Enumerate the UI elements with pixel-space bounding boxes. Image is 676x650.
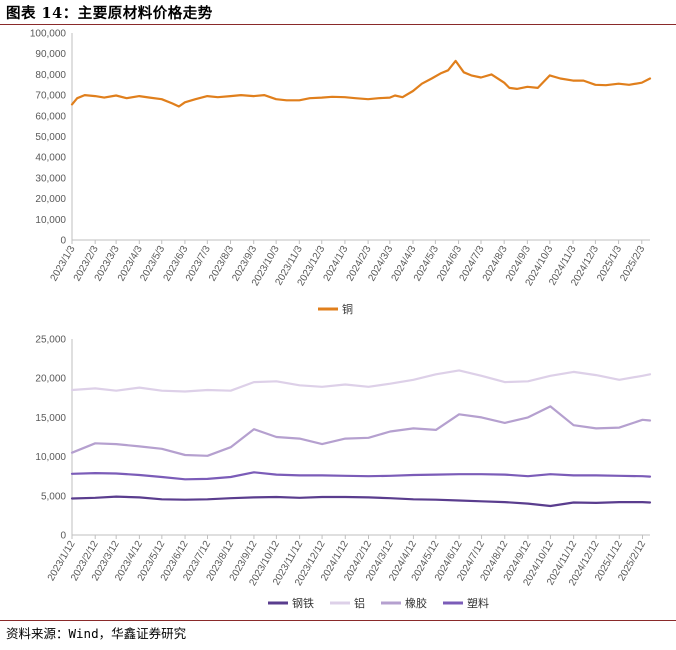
y-tick-label: 60,000 (35, 111, 66, 122)
y-tick-label: 20,000 (35, 374, 66, 385)
y-tick-label: 70,000 (35, 91, 66, 102)
legend-label-1: 铜 (342, 302, 353, 316)
legend-label-1: 钢铁 (292, 597, 314, 610)
y-tick-label: 20,000 (35, 194, 66, 205)
series-line-1 (70, 59, 652, 108)
y-tick-label: 100,000 (30, 29, 67, 40)
series-line-1 (70, 495, 652, 508)
materials-price-chart: 05,00010,00015,00020,00025,0002023/1/122… (35, 335, 652, 610)
figure-title: 图表 14：主要原材料价格走势 (6, 5, 213, 22)
copper-price-chart: 0 10,000 20,000 30,000 40,000 50,000 60,000 70,… (30, 29, 652, 316)
y-tick-label: 80,000 (35, 70, 66, 81)
y-tick-label: 30,000 (35, 173, 66, 184)
source-note: 资料来源：Wind，华鑫证券研究 (6, 626, 187, 641)
series-line-2 (70, 369, 652, 393)
y-tick-label: 0 (60, 531, 66, 542)
y-tick-label: 10,000 (35, 215, 66, 226)
y-tick-label: 5,000 (41, 491, 66, 502)
series-line-3 (70, 405, 652, 457)
top-divider (0, 24, 676, 25)
y-tick-label: 15,000 (35, 413, 66, 424)
y-tick-label: 10,000 (35, 452, 66, 463)
legend-label-3: 橡胶 (405, 596, 427, 610)
y-tick-label: 40,000 (35, 153, 66, 164)
y-tick-label: 0 (60, 236, 66, 247)
y-tick-label: 90,000 (35, 49, 66, 60)
legend-label-2: 铝 (354, 596, 365, 610)
series-line-4 (70, 471, 652, 481)
legend-label-4: 塑料 (467, 596, 489, 610)
bottom-divider (0, 620, 676, 621)
y-tick-label: 50,000 (35, 132, 66, 143)
y-tick-label: 25,000 (35, 335, 66, 346)
